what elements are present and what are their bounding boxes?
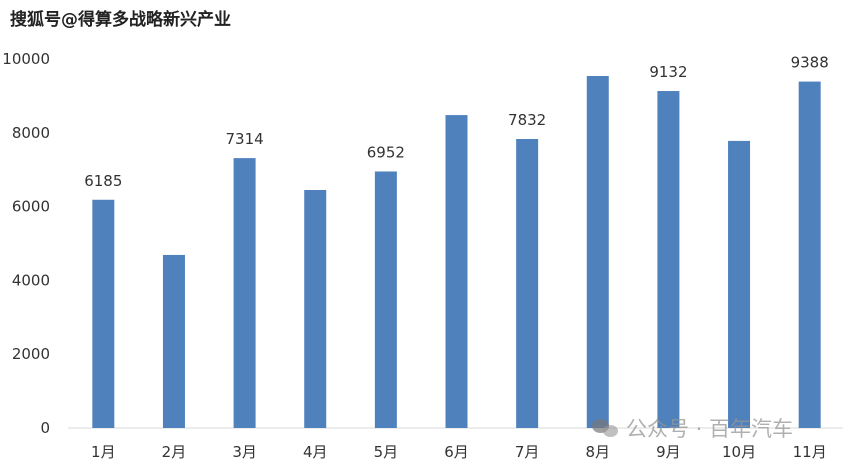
- bar: [586, 75, 609, 428]
- y-tick-label: 8000: [12, 124, 50, 142]
- data-label: 6185: [84, 172, 122, 190]
- bar: [233, 158, 256, 428]
- data-label: 9132: [649, 63, 687, 81]
- y-tick-label: 0: [40, 419, 50, 437]
- data-label: 7314: [225, 130, 263, 148]
- bar: [162, 254, 185, 428]
- x-tick-label: 5月: [374, 443, 399, 461]
- x-tick-label: 11月: [793, 443, 827, 461]
- data-label: 9388: [791, 54, 829, 72]
- bar: [445, 115, 468, 428]
- x-tick-label: 9月: [656, 443, 681, 461]
- x-tick-label: 4月: [303, 443, 328, 461]
- x-tick-label: 3月: [232, 443, 257, 461]
- x-tick-label: 7月: [515, 443, 540, 461]
- data-label: 6952: [367, 143, 405, 161]
- data-label: 7832: [508, 111, 546, 129]
- y-tick-label: 2000: [12, 345, 50, 363]
- y-tick-label: 6000: [12, 198, 50, 216]
- x-tick-label: 10月: [722, 443, 756, 461]
- bar: [657, 91, 680, 428]
- watermark-bottom: 公众号 · 百年汽车: [592, 413, 793, 443]
- x-tick-label: 2月: [162, 443, 187, 461]
- y-tick-label: 10000: [2, 50, 50, 68]
- watermark-top: 搜狐号@得算多战略新兴产业: [10, 10, 231, 30]
- bar: [304, 189, 327, 428]
- x-tick-label: 6月: [444, 443, 469, 461]
- bar: [516, 138, 539, 428]
- bar: [374, 171, 397, 429]
- bar: [92, 199, 115, 428]
- x-tick-label: 8月: [585, 443, 610, 461]
- watermark-bottom-text: 公众号 · 百年汽车: [626, 417, 794, 441]
- bar: [728, 140, 751, 428]
- bar: [798, 81, 821, 429]
- x-tick-label: 1月: [91, 443, 116, 461]
- y-tick-label: 4000: [12, 271, 50, 289]
- wechat-icon: [592, 417, 620, 439]
